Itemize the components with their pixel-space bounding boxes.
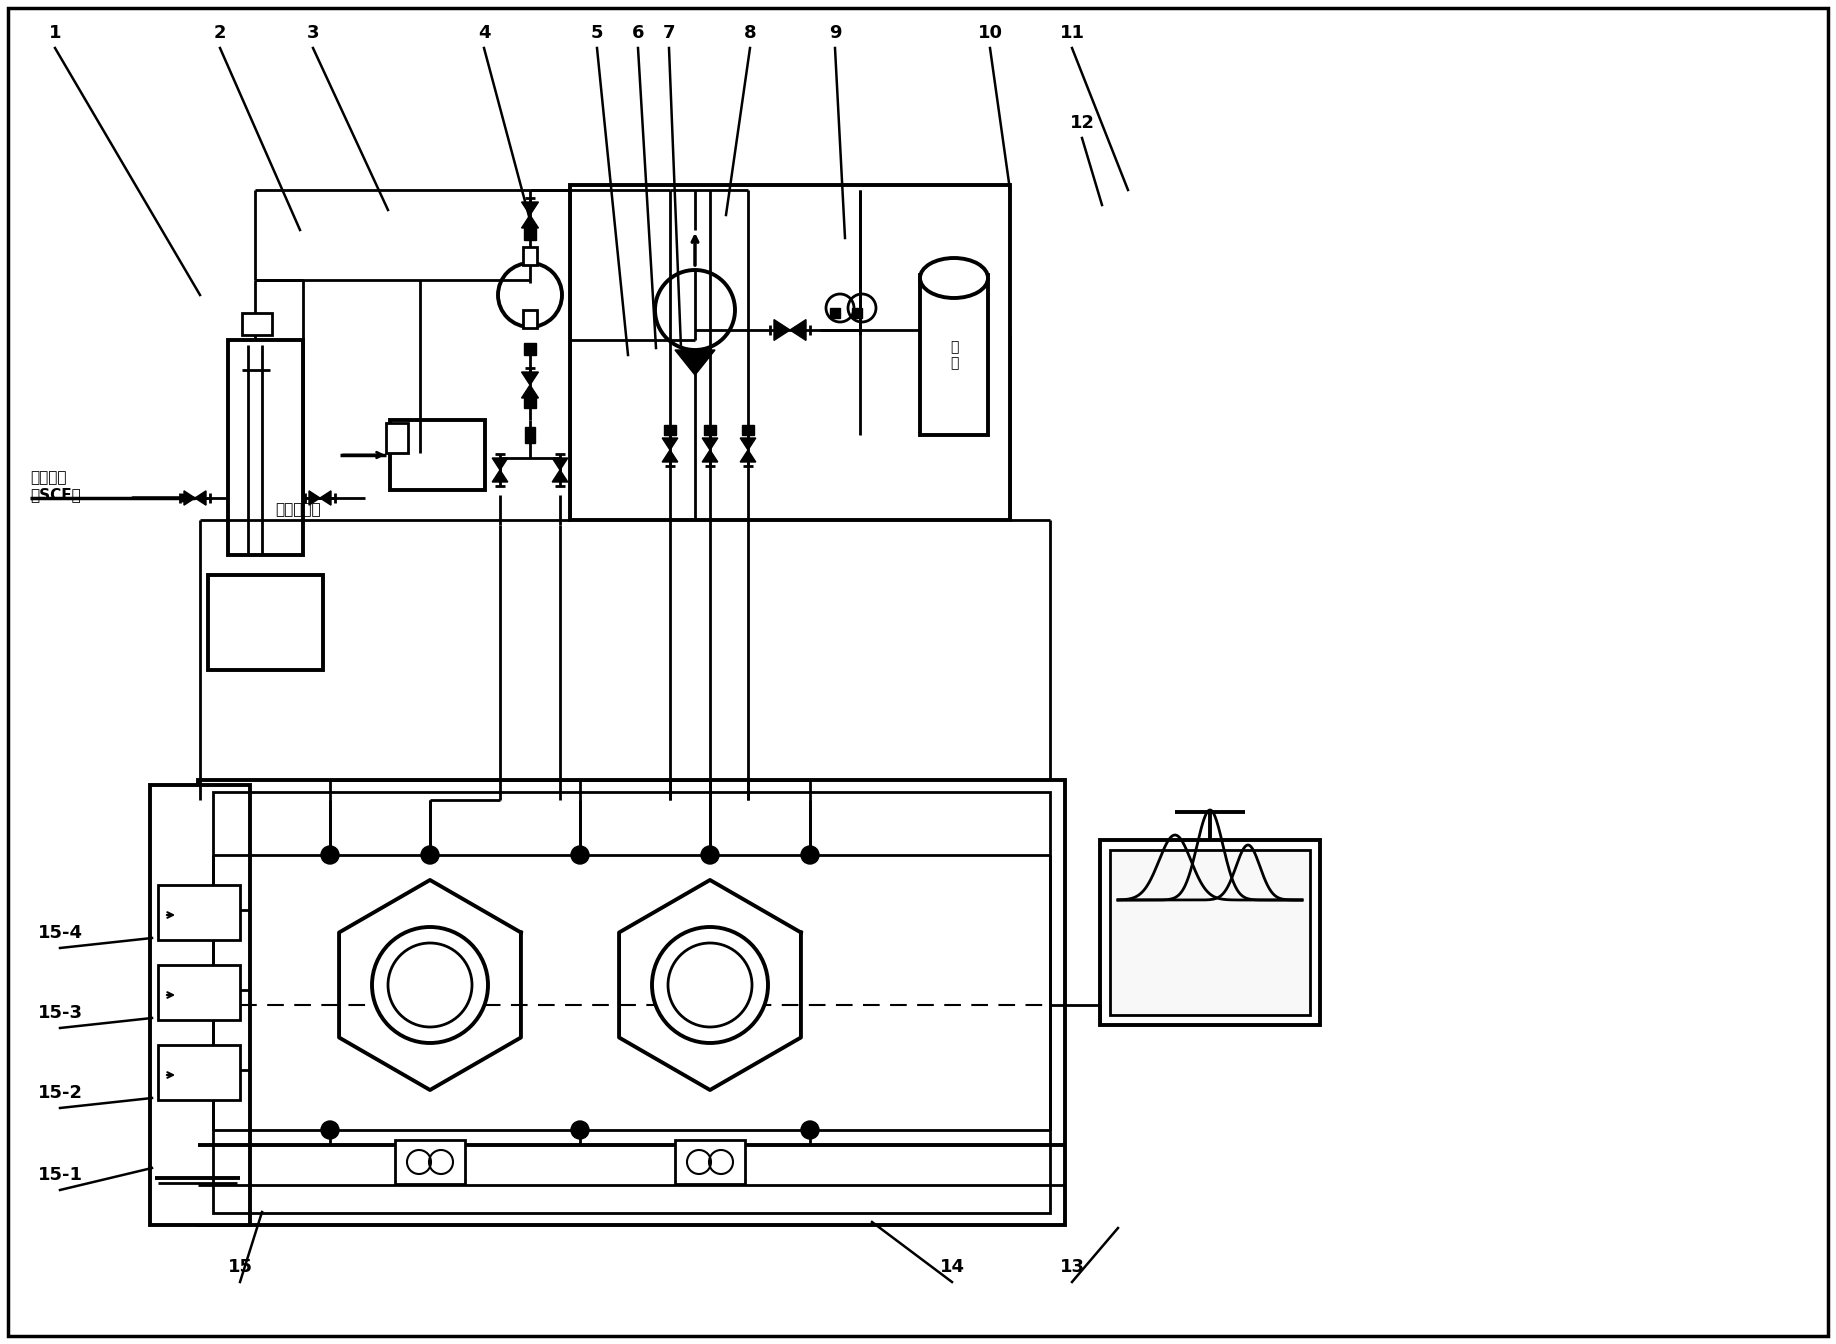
Polygon shape [521,384,538,398]
Text: 12: 12 [1070,114,1094,132]
Text: 15: 15 [228,1258,253,1275]
Bar [525,427,534,444]
Circle shape [321,1121,340,1138]
Text: 4: 4 [477,24,490,42]
Bar [228,340,303,555]
Polygon shape [663,450,677,462]
Polygon shape [521,372,538,384]
Polygon shape [521,215,538,228]
Text: 15-2: 15-2 [37,1085,83,1102]
Text: 11: 11 [1059,24,1085,42]
Bar [523,396,536,409]
Text: 5: 5 [591,24,604,42]
Polygon shape [521,202,538,215]
Polygon shape [340,880,521,1090]
Text: 8: 8 [744,24,756,42]
Polygon shape [195,491,206,505]
Bar [742,425,755,435]
Polygon shape [492,458,509,470]
Bar [523,310,536,328]
Bar [207,575,323,671]
Circle shape [420,845,439,864]
Circle shape [571,845,589,864]
Text: 14: 14 [940,1258,964,1275]
Bar [523,247,536,265]
Bar [242,313,272,335]
Circle shape [701,845,720,864]
Circle shape [800,1121,819,1138]
Text: 氮
气: 氮 气 [949,340,958,370]
Bar [395,1140,465,1184]
Bar [386,423,408,453]
Polygon shape [701,450,718,462]
Polygon shape [184,491,195,505]
Text: 1: 1 [50,24,61,42]
Text: 15-4: 15-4 [37,925,83,942]
Text: 15-3: 15-3 [37,1004,83,1021]
Text: 6: 6 [632,24,644,42]
Text: 9: 9 [828,24,841,42]
Bar [852,308,861,319]
Polygon shape [789,320,806,340]
Polygon shape [319,491,330,505]
Bar [703,425,716,435]
Bar [198,780,1065,1224]
Circle shape [800,845,819,864]
Polygon shape [553,470,567,482]
Bar [158,1046,241,1099]
Polygon shape [740,450,756,462]
Text: 液态分散质: 液态分散质 [275,503,321,517]
Circle shape [321,845,340,864]
Text: 15-1: 15-1 [37,1167,83,1184]
Circle shape [652,927,767,1043]
Bar [389,419,485,491]
Bar [213,792,1050,1214]
Ellipse shape [920,258,988,298]
Text: 10: 10 [977,24,1002,42]
Polygon shape [740,438,756,450]
Bar [151,785,250,1224]
Bar [1100,840,1320,1025]
Bar [676,1140,745,1184]
Circle shape [571,1121,589,1138]
Bar [523,343,536,355]
Bar [1111,849,1311,1015]
Bar [523,228,536,241]
Bar [158,884,241,939]
Polygon shape [701,438,718,450]
Bar [158,965,241,1020]
Bar [569,185,1010,520]
Text: 13: 13 [1059,1258,1085,1275]
Polygon shape [492,470,509,482]
Polygon shape [308,491,319,505]
Bar [665,425,676,435]
Polygon shape [663,438,677,450]
Text: 7: 7 [663,24,676,42]
Polygon shape [775,320,789,340]
Polygon shape [676,349,714,375]
Text: 3: 3 [307,24,319,42]
Bar [920,276,988,435]
Polygon shape [553,458,567,470]
Polygon shape [619,880,800,1090]
Circle shape [373,927,488,1043]
Text: 2: 2 [213,24,226,42]
Bar [830,308,841,319]
Text: 二氧化碗
（SCF）: 二氧化碗 （SCF） [29,470,81,503]
